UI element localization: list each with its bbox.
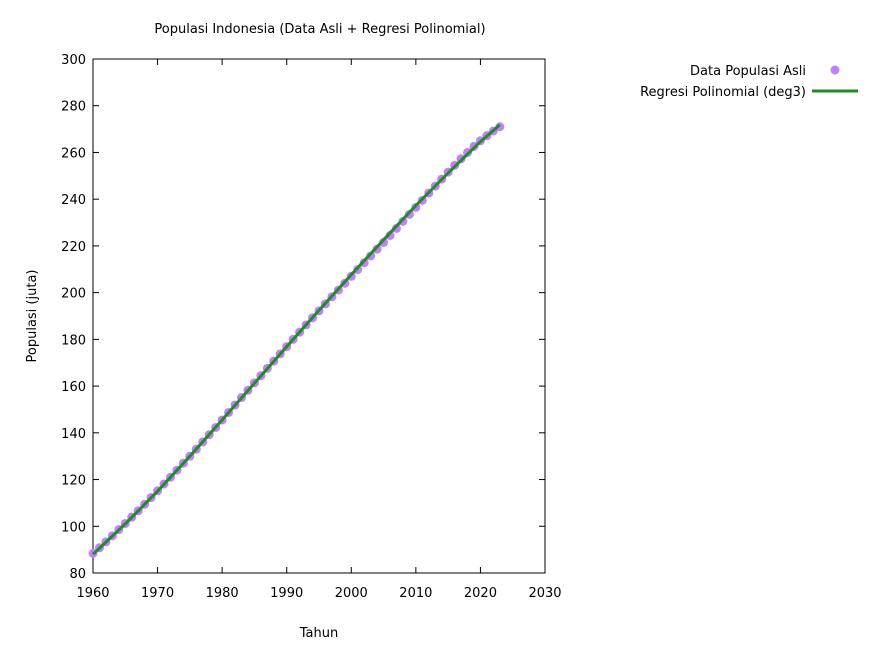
plot-frame: [92, 58, 546, 574]
data-point: [372, 244, 382, 254]
y-tick-label: 240: [61, 193, 86, 208]
x-tick-label: 2000: [335, 586, 368, 601]
x-tick-label: 2020: [464, 586, 497, 601]
y-tick-label: 300: [61, 53, 86, 68]
x-tick-label: 2010: [399, 586, 432, 601]
y-tick-label: 120: [61, 474, 86, 489]
y-tick-label: 140: [61, 427, 86, 442]
y-tick-label: 160: [61, 380, 86, 395]
x-tick-label: 1990: [270, 586, 303, 601]
x-axis-label: Tahun: [299, 626, 338, 641]
series-data-populasi-asli: [88, 122, 505, 558]
y-tick-label: 100: [61, 520, 86, 535]
legend-label-regression: Regresi Polinomial (deg3): [640, 85, 806, 100]
regression-line: [91, 123, 501, 556]
series-regresi-polinomial: [91, 123, 501, 556]
chart-title: Populasi Indonesia (Data Asli + Regresi …: [154, 22, 485, 37]
y-tick-label: 220: [61, 240, 86, 255]
y-tick-label: 260: [61, 146, 86, 161]
y-tick-label: 200: [61, 287, 86, 302]
y-tick-label: 80: [69, 567, 86, 582]
x-tick-label: 1980: [206, 586, 239, 601]
data-point: [385, 230, 395, 240]
x-tick-label: 2030: [528, 586, 561, 601]
y-tick-label: 180: [61, 333, 86, 348]
axis-ticks: [92, 58, 546, 574]
x-tick-label: 1970: [141, 586, 174, 601]
axis-tick-labels: 1960 1970 1980 1990 2000 2010 2020 2030 80 100 120…: [61, 53, 561, 601]
legend-label-data: Data Populasi Asli: [690, 64, 806, 79]
legend: Data Populasi Asli Regresi Polinomial (d…: [640, 64, 858, 100]
y-axis-label: Populasi (juta): [25, 270, 40, 363]
y-tick-label: 280: [61, 100, 86, 115]
legend-marker-data: [830, 65, 840, 75]
x-tick-label: 1960: [76, 586, 109, 601]
